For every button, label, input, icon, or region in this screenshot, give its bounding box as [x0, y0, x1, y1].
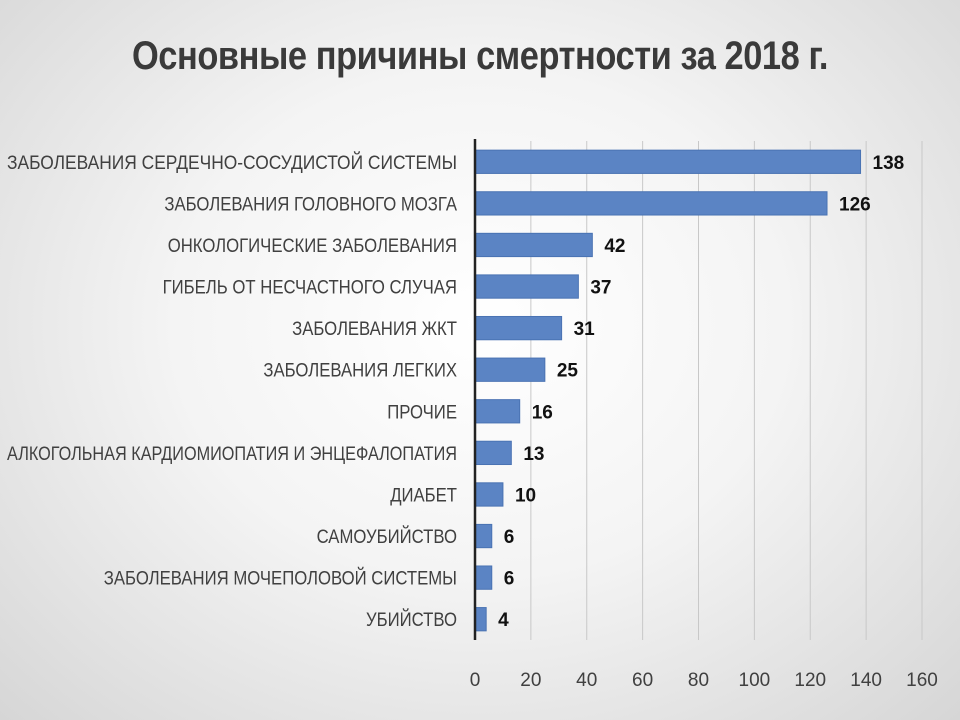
x-tick-label: 80 — [688, 670, 709, 691]
bar — [474, 274, 579, 299]
x-tick-label: 100 — [739, 670, 771, 691]
category-label: ДИАБЕТ — [390, 485, 457, 506]
data-label: 25 — [557, 361, 579, 382]
data-label: 13 — [523, 444, 544, 465]
category-label: ЗАБОЛЕВАНИЯ СЕРДЕЧНО-СОСУДИСТОЙ СИСТЕМЫ — [7, 152, 457, 174]
data-label: 10 — [515, 485, 536, 506]
data-label: 31 — [574, 319, 596, 340]
x-tick-label: 120 — [794, 670, 826, 691]
data-label: 4 — [498, 610, 509, 631]
x-tick-label: 160 — [906, 670, 938, 691]
chart-title: Основные причины смертности за 2018 г. — [131, 34, 829, 78]
x-tick-label: 140 — [850, 670, 882, 691]
category-label: ОНКОЛОГИЧЕСКИЕ ЗАБОЛЕВАНИЯ — [168, 236, 457, 257]
x-tick-label: 0 — [470, 670, 481, 691]
bar — [474, 232, 593, 258]
data-label: 37 — [590, 278, 611, 299]
bar — [474, 357, 546, 382]
data-label: 6 — [504, 527, 515, 548]
category-label: ЗАБОЛЕВАНИЯ ЖКТ — [292, 319, 457, 340]
category-label: ЗАБОЛЕВАНИЯ ЛЕГКИХ — [263, 361, 457, 382]
bar — [474, 482, 504, 507]
category-label: УБИЙСТВО — [366, 609, 457, 631]
bar — [474, 523, 493, 549]
bar — [474, 315, 563, 341]
x-tick-label: 40 — [576, 670, 597, 691]
x-tick-label: 60 — [632, 670, 653, 691]
category-label: ПРОЧИЕ — [387, 402, 457, 423]
data-label: 16 — [532, 402, 553, 423]
category-label: ЗАБОЛЕВАНИЯ МОЧЕПОЛОВОЙ СИСТЕМЫ — [104, 568, 457, 590]
bar — [474, 607, 487, 632]
data-label: 42 — [604, 236, 625, 257]
x-tick-label: 20 — [520, 670, 541, 691]
bar — [474, 440, 512, 466]
data-label: 126 — [839, 194, 871, 215]
bar — [474, 565, 493, 590]
bar — [474, 149, 862, 174]
category-label: АЛКОГОЛЬНАЯ КАРДИОМИОПАТИЯ И ЭНЦЕФАЛОПАТ… — [7, 444, 457, 465]
category-label: САМОУБИЙСТВО — [317, 526, 457, 548]
data-label: 138 — [873, 153, 905, 174]
category-label: ЗАБОЛЕВАНИЯ ГОЛОВНОГО МОЗГА — [164, 194, 457, 215]
bar — [474, 191, 828, 216]
bar — [474, 399, 521, 424]
category-label: ГИБЕЛЬ ОТ НЕСЧАСТНОГО СЛУЧАЯ — [163, 278, 457, 299]
data-label: 6 — [504, 569, 515, 590]
